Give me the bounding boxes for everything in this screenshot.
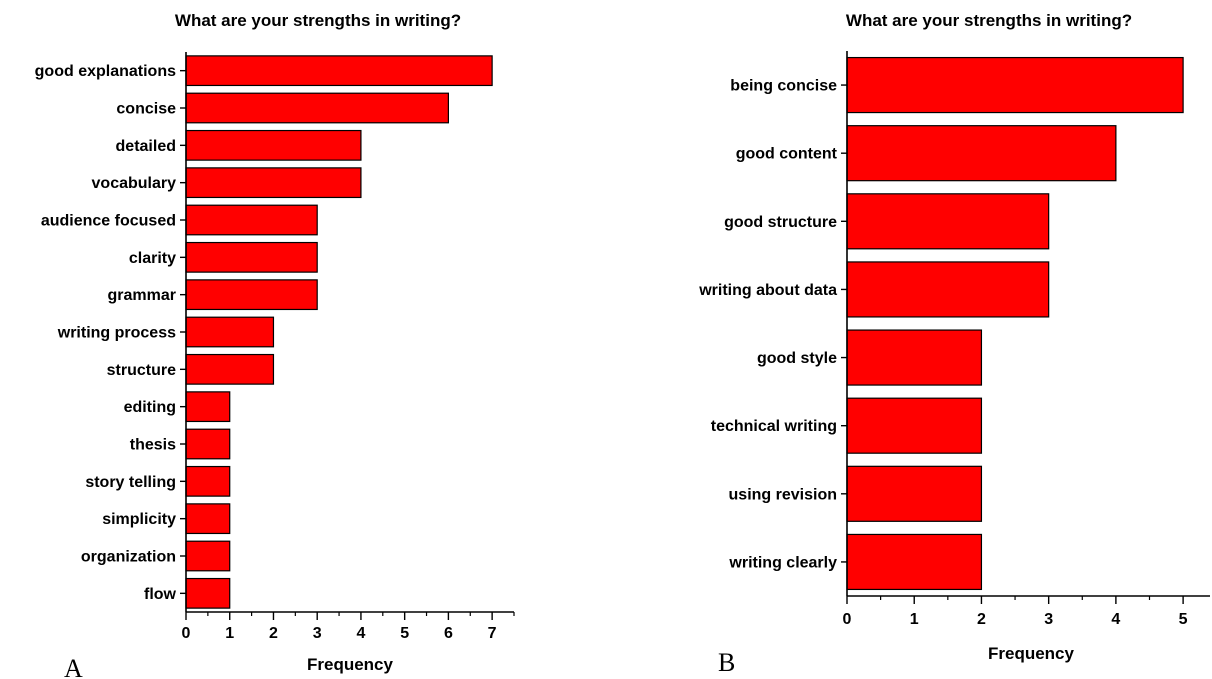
chart-b-bar [846,261,1050,318]
chart-a-x-tick-label: 6 [444,625,453,642]
chart-a-category-label: grammar [108,287,176,304]
chart-a-panel-label: A [64,654,83,679]
chart-b-panel-label: B [718,648,735,677]
chart-a-bar [185,241,318,273]
chart-b-bar [846,465,983,522]
chart-b-title: What are your strengths in writing? [846,11,1132,30]
chart-a-category-label: clarity [129,250,176,267]
chart-a-xlabel: Frequency [307,655,394,674]
chart-a-x-tick-label: 4 [356,625,365,642]
chart-b-xlabel: Frequency [988,644,1075,663]
chart-b-bar [846,533,983,591]
chart-a-category-label: structure [107,362,176,379]
chart-a-x-tick-label: 5 [400,625,409,642]
chart-a-bar [185,353,275,385]
chart-b-category-label: being concise [730,78,837,95]
chart-a-category-label: simplicity [102,511,176,528]
chart-a-category-label: thesis [130,437,176,454]
chart-a-bar [185,540,231,572]
chart-a-x-tick-label: 7 [488,625,497,642]
chart-a-x-tick-label: 1 [225,625,234,642]
chart-a: What are your strengths in writing? Freq… [35,11,515,679]
chart-b-category-label: good content [736,146,838,163]
chart-b-category-label: writing clearly [728,554,837,571]
chart-a-category-label: good explanations [35,63,176,80]
chart-b-category-label: good structure [724,214,837,231]
chart-a-x-tick-label: 0 [182,625,191,642]
chart-a-bar [185,92,449,124]
chart-a-bar [185,279,318,311]
chart-a-bar [185,55,493,87]
chart-a-bar [185,391,231,423]
chart-a-category-label: detailed [116,138,176,155]
chart-b-x-tick-label: 3 [1044,611,1053,628]
chart-b-category-label: using revision [729,486,837,503]
chart-a-bar [185,428,231,460]
chart-b-x-tick-label: 4 [1111,611,1120,628]
chart-a-category-label: writing process [57,325,176,342]
chart-b-x-tick-label: 2 [977,611,986,628]
chart-a-bar [185,129,362,161]
chart-b-category-label: good style [757,350,837,367]
chart-a-category-label: flow [144,586,177,603]
chart-b-category-label: writing about data [698,282,837,299]
chart-b-bar [846,329,983,386]
chart-b-x-tick-label: 1 [910,611,919,628]
chart-a-bar [185,204,318,236]
chart-a-bar [185,503,231,535]
chart-a-category-label: editing [124,399,176,416]
chart-b-bar [846,125,1117,182]
chart-b-bar [846,397,983,454]
chart-a-category-label: organization [81,549,176,566]
chart-b-x-tick-label: 5 [1179,611,1188,628]
chart-a-x-tick-label: 2 [269,625,278,642]
chart-b-x-tick-label: 0 [843,611,852,628]
chart-a-title: What are your strengths in writing? [175,11,461,30]
chart-a-category-label: story telling [85,474,176,491]
chart-b-category-label: technical writing [711,418,837,435]
chart-a-bar [185,465,231,497]
chart-a-bar [185,167,362,199]
chart-b: What are your strengths in writing? Freq… [698,11,1210,677]
chart-a-bar [185,577,231,609]
chart-a-x-tick-label: 3 [313,625,322,642]
chart-b-bar [846,193,1050,250]
chart-b-bar [846,56,1184,114]
chart-a-category-label: concise [116,101,176,118]
chart-a-bar [185,316,275,348]
chart-a-category-label: vocabulary [92,175,177,192]
chart-a-category-label: audience focused [41,213,176,230]
